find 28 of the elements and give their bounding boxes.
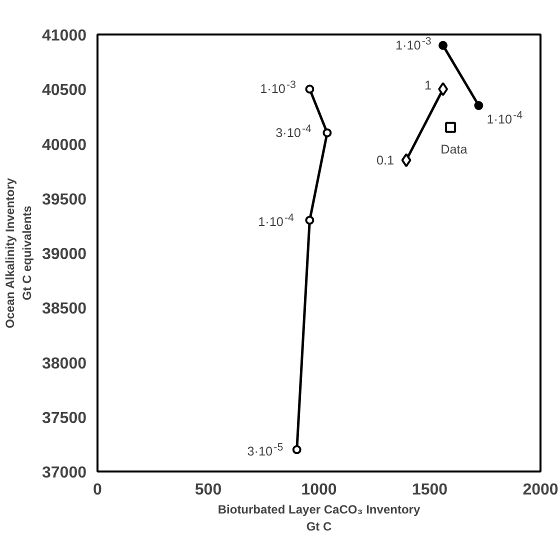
y-tick-label: 38500 [42,300,87,318]
point [305,216,314,225]
annotation: Data [440,142,468,156]
y-tick-label: 37500 [42,410,87,427]
point [438,82,448,96]
y-tick-label: 38000 [42,355,87,372]
y-tick-label: 41000 [42,28,87,44]
x-tick-label: 1500 [412,482,448,498]
y-tick-label: 39000 [42,246,87,263]
y-tick-label: 40500 [42,82,87,100]
point [401,153,412,168]
annotation: 1 [424,78,432,93]
y-tick-label: 37000 [42,464,87,482]
point [474,101,484,110]
point [292,445,302,454]
x-tick-label: 0 [93,482,102,498]
x-tick-label: 500 [194,482,222,498]
annotation: 0.1 [376,154,394,168]
point [305,84,314,94]
y-axis-title: Ocean Alkalinity Inventory Gt C equivalents [3,178,34,328]
point [438,40,448,50]
x-tick-label: 1000 [301,482,337,498]
y-tick-label: 39500 [42,191,87,208]
point [445,122,456,133]
y-tick-label: 40000 [42,136,87,154]
x-tick-label: 2000 [522,482,558,498]
point [322,128,332,138]
x-axis-title: Bioturbated Layer CaCO₃ Inventory Gt C [218,502,420,534]
